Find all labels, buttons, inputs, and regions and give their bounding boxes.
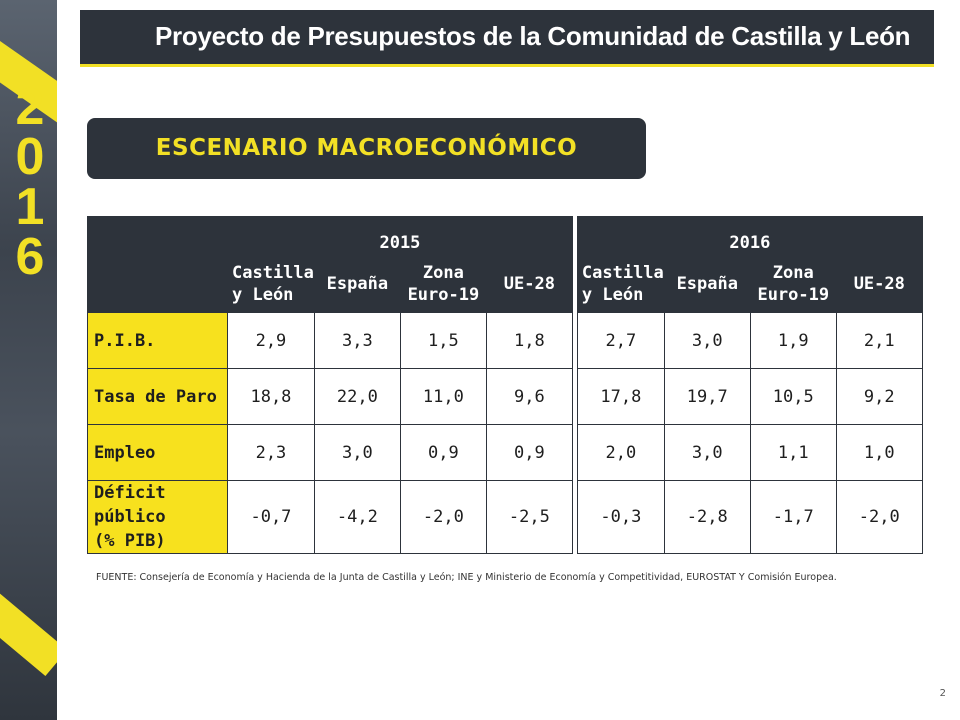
table-cell: 0,9 bbox=[485, 424, 573, 481]
table-cell: 2,0 bbox=[576, 424, 665, 481]
table-cell: 1,0 bbox=[835, 424, 923, 481]
table-cell: 22,0 bbox=[313, 368, 401, 425]
table-cell: 10,5 bbox=[749, 368, 837, 425]
table-cell: -2,0 bbox=[399, 480, 487, 554]
source-note: FUENTE: Consejería de Economía y Haciend… bbox=[96, 572, 837, 583]
col-header-ue28: UE-28 bbox=[835, 255, 923, 313]
table-cell: 3,0 bbox=[663, 312, 751, 369]
table-cell: 9,2 bbox=[835, 368, 923, 425]
table-cell: 11,0 bbox=[399, 368, 487, 425]
macro-table: 2015 2016 Castilla y León España Zona Euro… bbox=[87, 216, 923, 554]
table-cell: 2,1 bbox=[835, 312, 923, 369]
table-cell: -2,5 bbox=[485, 480, 573, 554]
year-header-2016: 2016 bbox=[576, 216, 923, 256]
section-title: ESCENARIO MACROECONÓMICO bbox=[155, 135, 578, 161]
year-header-2015: 2015 bbox=[227, 216, 573, 256]
table-cell: 2,7 bbox=[576, 312, 665, 369]
table-cell: -2,0 bbox=[835, 480, 923, 554]
year-digit: 0 bbox=[15, 128, 45, 186]
table-cell: -0,3 bbox=[576, 480, 665, 554]
table-cell: 1,1 bbox=[749, 424, 837, 481]
table-row: Déficit público (% PIB) -0,7 -4,2 -2,0 -2… bbox=[87, 480, 923, 554]
table-cell: 9,6 bbox=[485, 368, 573, 425]
table-cell: 3,0 bbox=[313, 424, 401, 481]
table-cell: 17,8 bbox=[576, 368, 665, 425]
table-cell: 2,9 bbox=[227, 312, 315, 369]
table-cell: -2,8 bbox=[663, 480, 751, 554]
col-header-castilla-leon: Castilla y León bbox=[227, 255, 315, 313]
page-number: 2 bbox=[939, 688, 946, 699]
year-digit: 6 bbox=[15, 228, 45, 286]
col-header-castilla-leon: Castilla y León bbox=[576, 255, 665, 313]
table-cell: 1,8 bbox=[485, 312, 573, 369]
table-cell: -0,7 bbox=[227, 480, 315, 554]
year-logo: 2 0 1 6 bbox=[10, 78, 50, 286]
sidebar-stripe bbox=[0, 560, 57, 677]
row-label-empleo: Empleo bbox=[87, 424, 228, 481]
table-row: Tasa de Paro 18,8 22,0 11,0 9,6 17,8 19,… bbox=[87, 368, 923, 425]
table-cell: 18,8 bbox=[227, 368, 315, 425]
table-cell: -4,2 bbox=[313, 480, 401, 554]
table-cell: -1,7 bbox=[749, 480, 837, 554]
year-digit: 2 bbox=[15, 78, 45, 136]
table-row: P.I.B. 2,9 3,3 1,5 1,8 2,7 3,0 1,9 2,1 bbox=[87, 312, 923, 369]
page-title: Proyecto de Presupuestos de la Comunidad… bbox=[155, 21, 911, 51]
section-header: ESCENARIO MACROECONÓMICO bbox=[87, 118, 646, 179]
row-label-pib: P.I.B. bbox=[87, 312, 228, 369]
year-digit: 1 bbox=[15, 178, 45, 236]
year-separator bbox=[571, 216, 578, 554]
decorative-sidebar: 2 0 1 6 bbox=[0, 0, 57, 720]
table-corner bbox=[87, 216, 228, 313]
col-header-espana: España bbox=[313, 255, 401, 313]
row-label-deficit: Déficit público (% PIB) bbox=[87, 480, 228, 554]
table-cell: 3,0 bbox=[663, 424, 751, 481]
col-header-espana: España bbox=[663, 255, 751, 313]
table-cell: 0,9 bbox=[399, 424, 487, 481]
table-cell: 1,9 bbox=[749, 312, 837, 369]
table-cell: 19,7 bbox=[663, 368, 751, 425]
table-cell: 1,5 bbox=[399, 312, 487, 369]
title-underline bbox=[80, 64, 934, 67]
table-cell: 2,3 bbox=[227, 424, 315, 481]
col-header-zona-euro: Zona Euro-19 bbox=[749, 255, 837, 313]
row-label-tasa-paro: Tasa de Paro bbox=[87, 368, 228, 425]
col-header-ue28: UE-28 bbox=[485, 255, 573, 313]
table-cell: 3,3 bbox=[313, 312, 401, 369]
title-bar bbox=[80, 10, 934, 64]
table-row: Empleo 2,3 3,0 0,9 0,9 2,0 3,0 1,1 1,0 bbox=[87, 424, 923, 481]
col-header-zona-euro: Zona Euro-19 bbox=[399, 255, 487, 313]
